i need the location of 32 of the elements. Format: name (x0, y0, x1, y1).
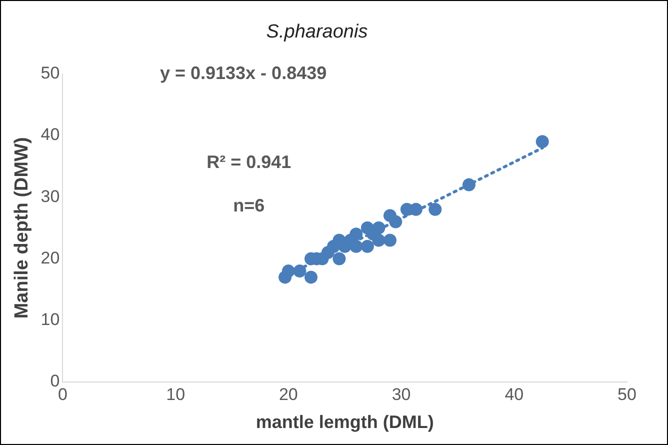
y-tick-label: 30 (40, 186, 60, 206)
y-tick-label: 40 (40, 125, 60, 144)
point (536, 135, 549, 148)
y-axis-title: Manile depth (DMW) (12, 137, 33, 319)
annotation: y = 0.9133x - 0.8439 (160, 62, 327, 83)
y-tick-label: 0 (50, 372, 60, 391)
point (389, 215, 402, 228)
point (409, 202, 422, 216)
point (332, 252, 346, 266)
point (428, 202, 442, 216)
annotation: R² = 0.941 (206, 152, 292, 172)
point (360, 240, 374, 253)
point (350, 228, 363, 241)
point (372, 221, 386, 234)
point (462, 178, 476, 192)
x-tick-label: 30 (392, 384, 411, 404)
point (384, 234, 396, 247)
annotation: n=6 (233, 195, 265, 216)
point (282, 264, 295, 278)
point (350, 240, 363, 253)
point (293, 264, 306, 278)
x-axis-title: mantle lemgth (DML) (256, 412, 434, 432)
y-tick-label: 50 (40, 63, 60, 82)
x-tick-label: 50 (618, 384, 636, 404)
point (304, 270, 318, 284)
x-tick-label: 40 (504, 384, 524, 404)
y-tick-label: 20 (40, 248, 60, 268)
chart-title: S.pharaonis (266, 22, 368, 43)
x-tick-label: 20 (278, 384, 298, 404)
y-tick-label: 10 (40, 310, 60, 330)
x-tick-label: 10 (166, 384, 186, 404)
point (372, 234, 386, 247)
